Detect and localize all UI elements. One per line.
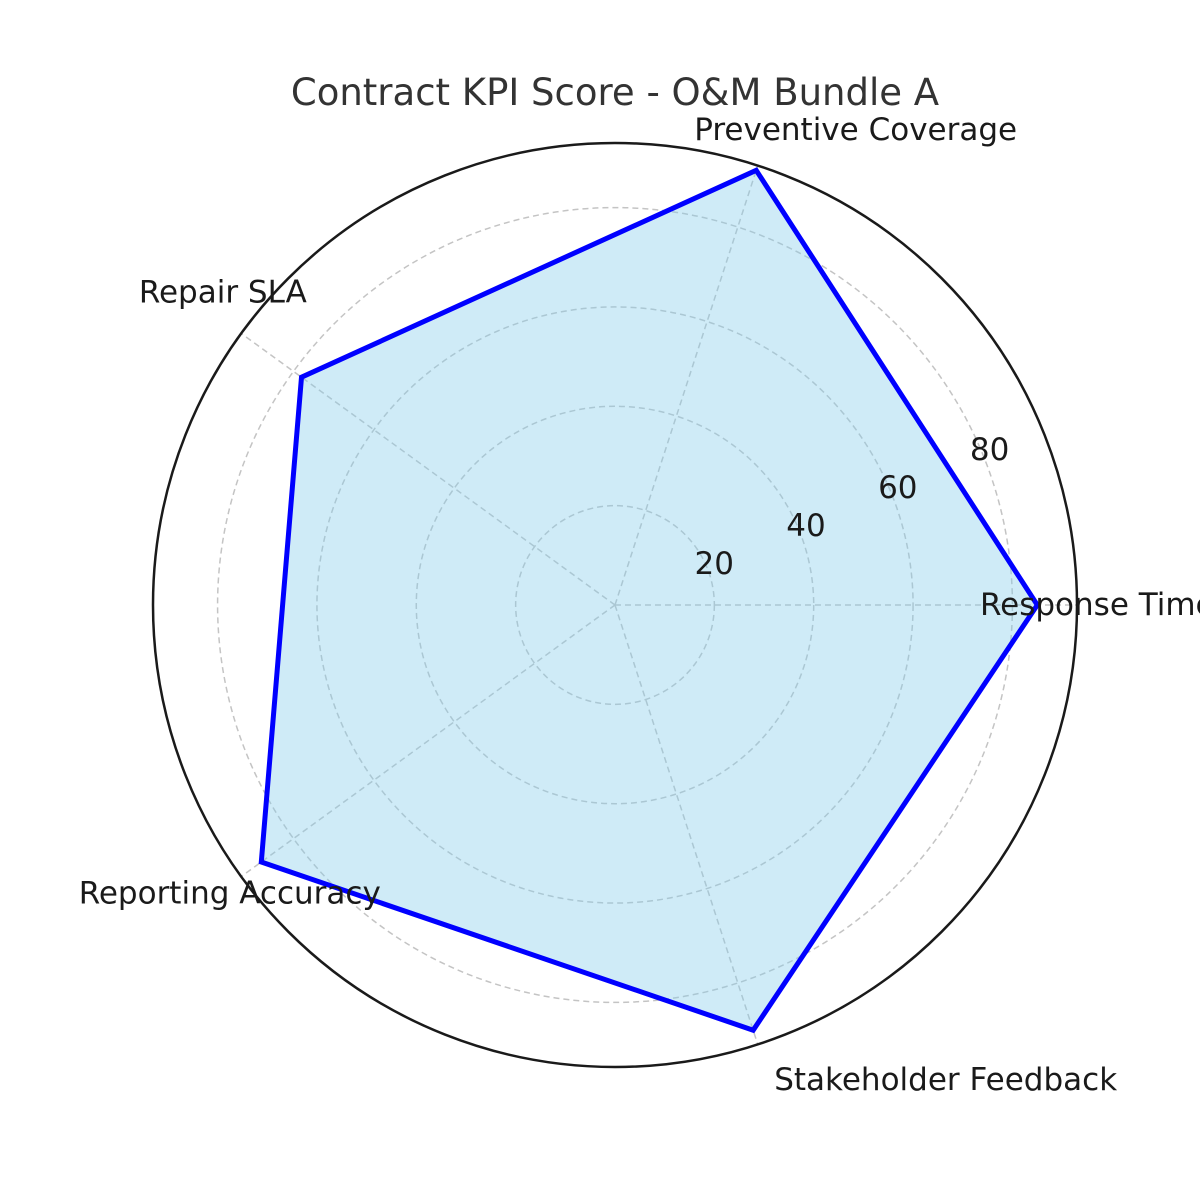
r-tick-label: 80 — [970, 432, 1009, 468]
grid-ring-60 — [316, 306, 914, 904]
grid-ring-20 — [514, 504, 716, 706]
axis-label-response-time: Response Time — [980, 587, 1200, 623]
axis-labels-layer: 20 40 60 80 Response Time Preventive Coverage… — [79, 112, 1200, 1098]
r-tick-label: 60 — [878, 470, 917, 506]
chart-title: Contract KPI Score - O&M Bundle A — [291, 71, 939, 114]
series-line — [258, 167, 1041, 1034]
grid-ring-80 — [216, 206, 1014, 1004]
axis-label-repair-sla: Repair SLA — [139, 275, 307, 311]
spoke-line — [614, 604, 759, 1045]
axis-label-preventive-coverage: Preventive Coverage — [694, 112, 1017, 148]
spoke-line — [240, 604, 616, 878]
outer-ring — [151, 141, 1079, 1069]
r-tick-label: 20 — [694, 546, 733, 582]
spoke-line — [614, 165, 759, 606]
r-tick-label: 40 — [786, 508, 825, 544]
axis-label-reporting-accuracy: Reporting Accuracy — [79, 875, 381, 911]
axis-label-stakeholder-feedback: Stakeholder Feedback — [774, 1062, 1117, 1098]
series-area — [261, 170, 1038, 1031]
grid-ring-40 — [415, 405, 815, 805]
series-layer — [258, 167, 1041, 1034]
